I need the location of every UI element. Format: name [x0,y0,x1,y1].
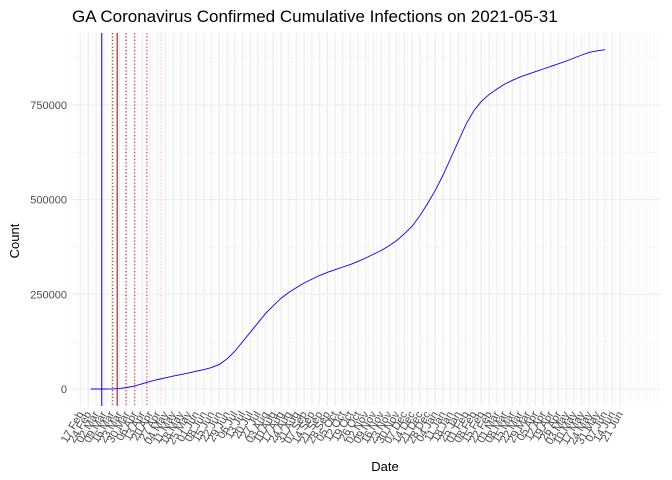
grid [71,33,660,406]
reference-lines [101,33,162,406]
y-tick-label: 0 [61,384,67,396]
series-line [90,49,605,390]
y-tick-label: 250000 [30,289,67,301]
y-tick-label: 750000 [30,100,67,112]
y-axis-title: Count [7,223,22,258]
x-axis-title: Date [371,459,398,474]
y-axis: 0 250000 500000 750000 [30,100,67,396]
series-layer [90,49,605,390]
chart-title: GA Coronavirus Confirmed Cumulative Infe… [72,7,558,26]
y-tick-label: 500000 [30,195,67,207]
